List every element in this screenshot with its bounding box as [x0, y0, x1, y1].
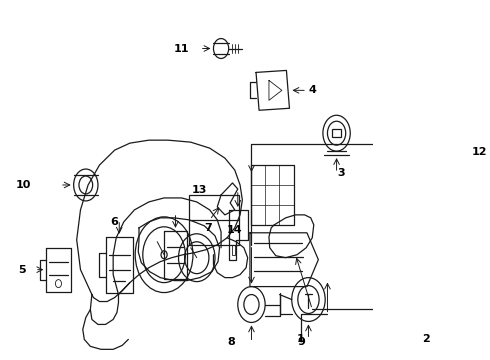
Text: 5: 5 [18, 265, 26, 275]
Text: 1: 1 [297, 334, 305, 345]
Text: 6: 6 [111, 217, 119, 227]
Bar [332, 129, 341, 137]
Text: 14: 14 [227, 225, 243, 235]
Text: 4: 4 [308, 85, 316, 95]
Text: 3: 3 [337, 168, 345, 178]
Text: 2: 2 [422, 334, 430, 345]
Bar [232, 245, 235, 255]
Text: 7: 7 [204, 223, 212, 233]
Text: 11: 11 [174, 44, 189, 54]
Text: 10: 10 [16, 180, 31, 190]
Text: 9: 9 [297, 337, 305, 347]
Text: 13: 13 [192, 185, 207, 195]
Text: 12: 12 [472, 147, 487, 157]
Text: 8: 8 [228, 337, 236, 347]
Bar [189, 195, 239, 245]
